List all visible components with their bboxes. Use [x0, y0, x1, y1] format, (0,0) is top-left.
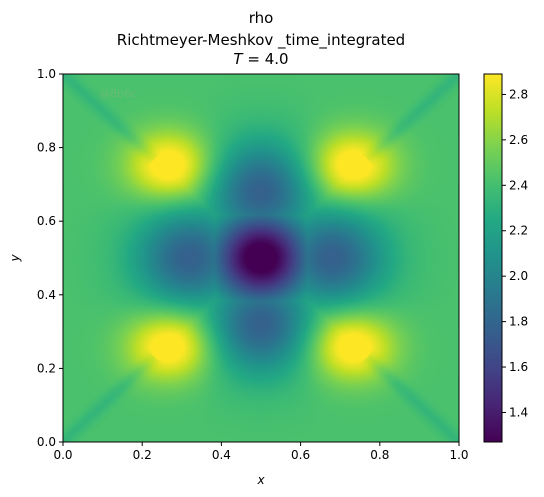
colorbar-tick-label: 2.2: [509, 224, 528, 238]
y-axis: 0.0 0.2 0.4 0.6 0.8 1.0: [37, 67, 63, 449]
heatmap-canvas: [63, 74, 459, 442]
x-tick-label: 1.0: [449, 448, 468, 462]
chart-title: rho: [248, 9, 274, 27]
colorbar-tick-label: 1.4: [509, 405, 528, 419]
colorbar-tick-label: 2.4: [509, 178, 528, 192]
colorbar-tick-label: 1.8: [509, 315, 528, 329]
x-tick-label: 0.8: [370, 448, 389, 462]
x-tick-label: 0.6: [291, 448, 310, 462]
colorbar-tick-label: 2.6: [509, 133, 528, 147]
y-tick-label: 0.6: [37, 214, 56, 228]
y-tick-label: 1.0: [37, 67, 56, 81]
plot-border: [62, 73, 460, 443]
colorbar: [483, 73, 503, 443]
y-tick-label: 0.8: [37, 141, 56, 155]
heatmap-area: [63, 74, 459, 442]
y-tick-label: 0.4: [37, 288, 56, 302]
x-axis: 0.0 0.2 0.4 0.6 0.8 1.0: [53, 442, 469, 462]
y-axis-label: y: [8, 254, 22, 263]
colorbar-tick-label: 1.6: [509, 360, 528, 374]
time-label: T = 4.0: [0, 50, 522, 68]
time-label-value: = 4.0: [242, 50, 289, 68]
x-axis-label: x: [256, 473, 265, 487]
colorbar-tick-label: 2.0: [509, 269, 528, 283]
x-tick-label: 0.4: [212, 448, 231, 462]
colorbar-tick-label: 2.8: [509, 87, 528, 101]
time-label-symbol: T: [233, 50, 243, 68]
x-tick-label: 0.0: [53, 448, 72, 462]
y-tick-label: 0.0: [37, 435, 56, 449]
colorbar-ticks: 1.4 1.6 1.8 2.0 2.2 2.4 2.6 2.8: [502, 87, 528, 419]
x-tick-label: 0.2: [133, 448, 152, 462]
watermark-text: @8b6c: [99, 87, 137, 100]
y-tick-label: 0.2: [37, 361, 56, 375]
chart-subtitle: Richtmeyer-Meshkov _time_integrated: [116, 31, 406, 49]
